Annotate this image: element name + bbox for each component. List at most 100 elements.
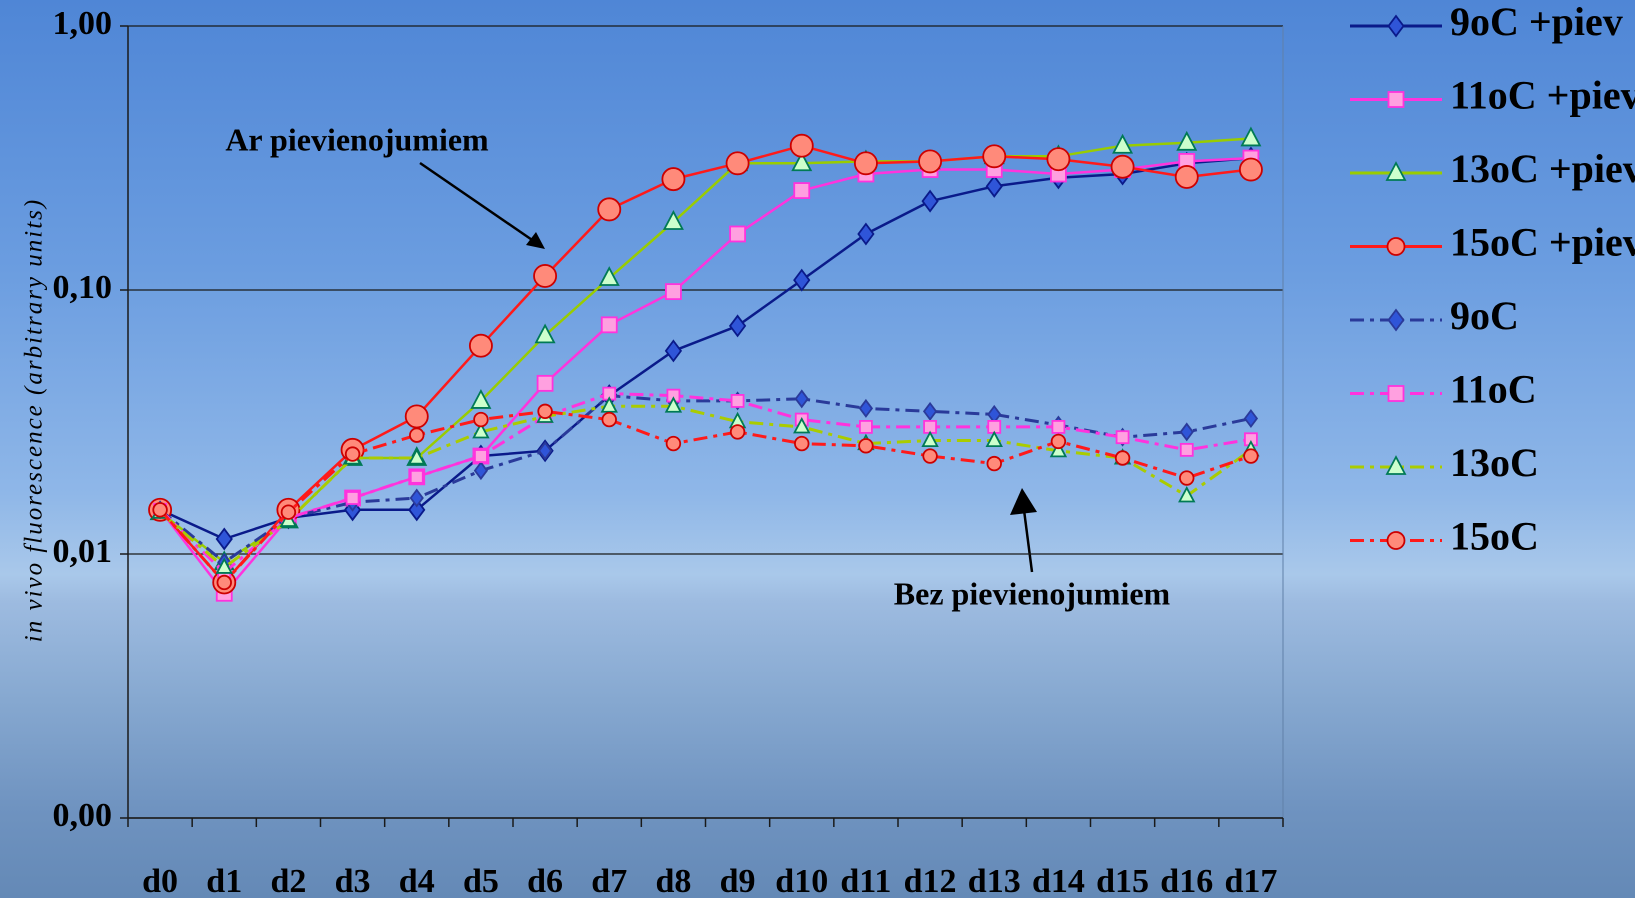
- legend-item: 9oC +piev: [1350, 0, 1623, 44]
- data-point: [406, 405, 428, 427]
- page: {"chart_data": { "type": "line", "y_labe…: [0, 0, 1635, 898]
- series: [153, 151, 1259, 601]
- series: [154, 388, 1257, 571]
- legend-label: 13oC: [1450, 440, 1539, 485]
- data-point: [153, 503, 167, 517]
- data-point: [796, 391, 808, 407]
- series-line: [160, 146, 1251, 583]
- y-tick-label: 0,01: [53, 533, 113, 570]
- data-point: [858, 224, 873, 244]
- series-line: [160, 394, 1251, 573]
- legend-item: 15oC: [1350, 514, 1539, 559]
- series: [151, 128, 1260, 569]
- data-point: [411, 471, 423, 483]
- data-point: [347, 492, 359, 504]
- x-tick-label: d14: [1032, 863, 1085, 898]
- series-line: [160, 158, 1251, 539]
- data-point: [662, 168, 684, 190]
- data-point: [411, 490, 423, 506]
- data-point: [983, 145, 1005, 167]
- data-point: [919, 150, 941, 172]
- legend-item: 13oC: [1350, 440, 1539, 485]
- x-tick-label: d10: [775, 863, 828, 898]
- data-point: [923, 449, 937, 463]
- legend-label: 15oC +piev: [1450, 220, 1635, 265]
- x-tick-label: d1: [206, 863, 242, 898]
- x-tick-label: d7: [591, 863, 627, 898]
- legend-label: 11oC +piev: [1450, 73, 1635, 118]
- data-point: [1242, 128, 1260, 145]
- legend-label: 11oC: [1450, 367, 1537, 412]
- data-point: [1245, 411, 1257, 427]
- data-point: [282, 505, 296, 519]
- data-point: [795, 437, 809, 451]
- data-point: [666, 284, 681, 299]
- data-point: [667, 437, 681, 451]
- data-point: [860, 400, 872, 416]
- data-point: [794, 270, 809, 290]
- series-line: [160, 139, 1251, 563]
- x-tick-label: d11: [840, 863, 891, 898]
- legend-label: 9oC +piev: [1450, 0, 1623, 44]
- data-point: [859, 439, 873, 453]
- annotation-arrowhead: [526, 232, 545, 249]
- data-point: [1180, 471, 1194, 485]
- data-point: [791, 135, 813, 157]
- chart: in vivo fluorescence (arbitrary units) A…: [0, 0, 1635, 898]
- data-point: [987, 176, 1002, 196]
- data-point: [666, 341, 681, 361]
- data-point: [988, 406, 1000, 422]
- legend-marker: [1388, 532, 1405, 549]
- data-point: [731, 425, 745, 439]
- x-tick-label: d13: [968, 863, 1021, 898]
- legend-label: 13oC +piev: [1450, 146, 1635, 191]
- y-axis-label: in vivo fluorescence (arbitrary units): [21, 198, 48, 642]
- data-point: [602, 413, 616, 427]
- data-point: [1244, 449, 1258, 463]
- series-line: [160, 158, 1251, 593]
- legend-marker: [1389, 16, 1404, 36]
- x-tick-label: d15: [1096, 863, 1149, 898]
- x-tick-label: d16: [1160, 863, 1213, 898]
- data-point: [474, 413, 488, 427]
- x-tick-label: d9: [720, 863, 756, 898]
- y-tick-label: 0,10: [53, 269, 113, 306]
- data-point: [1176, 166, 1198, 188]
- data-point: [534, 265, 556, 287]
- data-point: [538, 376, 553, 391]
- legend-marker: [1389, 310, 1404, 330]
- data-point: [410, 428, 424, 442]
- legend-item: 15oC +piev: [1350, 220, 1635, 265]
- legend-label: 15oC: [1450, 514, 1539, 559]
- data-point: [664, 212, 682, 229]
- data-point: [1180, 488, 1194, 502]
- annotation: Bez pievienojumiem: [894, 575, 1171, 611]
- data-point: [924, 403, 936, 419]
- x-tick-label: d17: [1224, 863, 1277, 898]
- legend-label: 9oC: [1450, 293, 1519, 338]
- x-tick-label: d0: [142, 863, 178, 898]
- x-tick-label: d8: [655, 863, 691, 898]
- data-point: [602, 317, 617, 332]
- data-point: [732, 395, 744, 407]
- legend-marker: [1388, 238, 1405, 255]
- data-point: [1181, 444, 1193, 456]
- data-point: [536, 325, 554, 342]
- annotation-arrow: [1024, 510, 1032, 572]
- y-tick-label: 1,00: [53, 5, 113, 42]
- data-point: [923, 191, 938, 211]
- data-point: [1052, 435, 1066, 449]
- data-point: [217, 576, 231, 590]
- data-point: [346, 447, 360, 461]
- annotation-arrow: [420, 163, 538, 244]
- series: [154, 388, 1257, 579]
- data-point: [598, 198, 620, 220]
- x-tick-label: d5: [463, 863, 499, 898]
- data-point: [1047, 148, 1069, 170]
- series: [153, 148, 1259, 549]
- data-point: [730, 316, 745, 336]
- x-tick-label: d6: [527, 863, 563, 898]
- legend-marker: [1389, 92, 1404, 107]
- legend-item: 13oC +piev: [1350, 146, 1635, 191]
- x-tick-label: d4: [399, 863, 435, 898]
